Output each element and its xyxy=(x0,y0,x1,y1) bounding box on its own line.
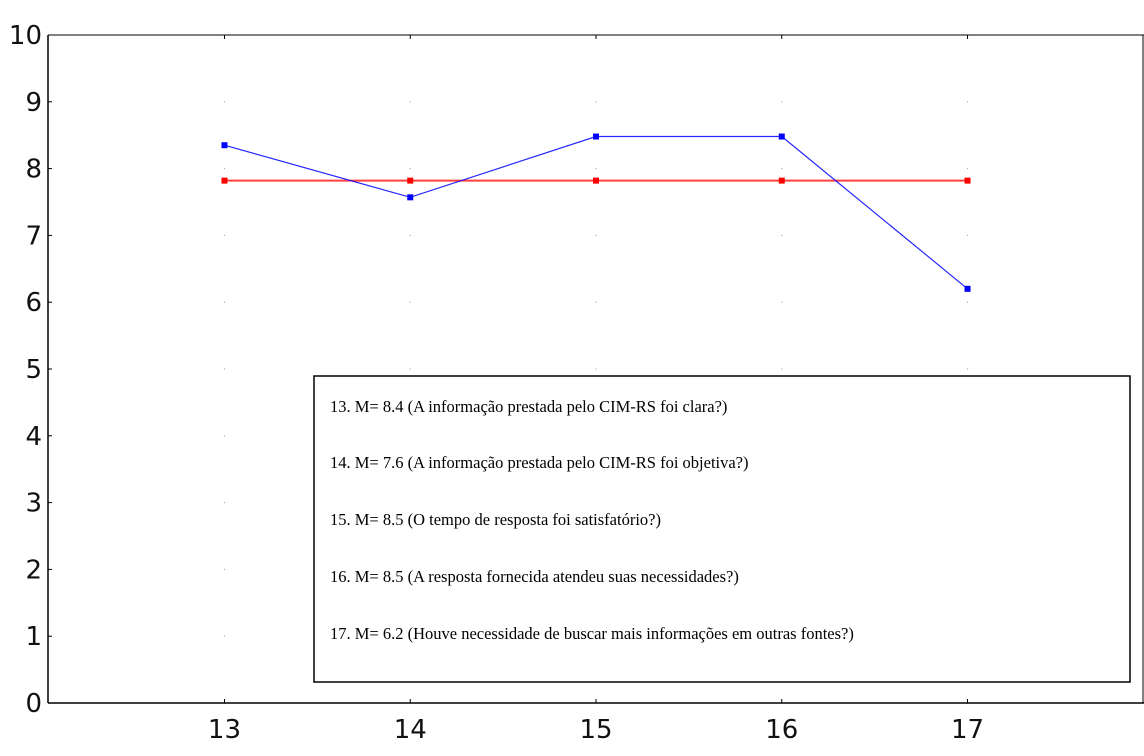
grid-dot xyxy=(223,234,226,236)
y-tick-label: 7 xyxy=(25,221,42,251)
series-line-0 xyxy=(224,135,968,290)
series-1-point xyxy=(407,177,414,184)
grid-dot xyxy=(595,168,597,170)
legend-entry-15: 15. M= 8.5 (O tempo de resposta foi sati… xyxy=(330,510,661,529)
y-tick-label: 8 xyxy=(25,155,42,185)
y-tick-label: 0 xyxy=(25,689,42,719)
grid-dot xyxy=(409,101,411,103)
grid-dot xyxy=(223,101,226,103)
x-tick-label: 14 xyxy=(394,715,427,745)
y-tick-label: 10 xyxy=(9,21,42,51)
grid-dot xyxy=(966,368,969,370)
grid-dot xyxy=(781,301,783,303)
grid-dot xyxy=(223,435,226,437)
x-tick-label: 16 xyxy=(765,715,798,745)
grid-dot xyxy=(409,301,411,303)
grid-dot xyxy=(223,301,226,303)
grid-dot xyxy=(966,168,969,170)
grid-dot xyxy=(223,368,226,370)
series-0-point xyxy=(221,142,228,149)
legend-border xyxy=(313,375,1131,683)
grid-dot xyxy=(595,301,597,303)
series-0-point xyxy=(593,133,599,140)
series-0-point xyxy=(778,133,785,140)
legend-entry-16: 16. M= 8.5 (A resposta fornecida atendeu… xyxy=(330,567,739,586)
y-tick-label: 4 xyxy=(25,422,42,452)
grid-dot xyxy=(966,101,969,103)
ticks-layer: 0 1 2 3 4 5 6 7 8 9 10 13 14 15 16 17 xyxy=(9,21,984,745)
series-1-point xyxy=(593,177,599,184)
x-tick-label: 15 xyxy=(579,715,612,745)
grid-dot xyxy=(781,368,783,370)
grid-dot xyxy=(223,635,226,637)
grid-dot xyxy=(595,368,597,370)
y-tick-label: 5 xyxy=(25,355,42,385)
grid-dot xyxy=(409,234,411,236)
y-tick-label: 9 xyxy=(25,88,42,118)
series-0-point xyxy=(964,285,971,292)
legend-entry-13: 13. M= 8.4 (A informação prestada pelo C… xyxy=(330,397,727,416)
y-tick-label: 3 xyxy=(25,489,42,519)
grid-dot xyxy=(966,301,969,303)
legend-box: 13. M= 8.4 (A informação prestada pelo C… xyxy=(313,375,1131,683)
grid-dot xyxy=(223,168,226,170)
y-tick-label: 1 xyxy=(25,622,42,652)
grid-dot xyxy=(781,101,783,103)
grid-dot xyxy=(781,234,783,236)
series-1-point xyxy=(964,177,971,184)
grid-dot xyxy=(595,234,597,236)
legend-entry-17: 17. M= 6.2 (Houve necessidade de buscar … xyxy=(330,624,854,643)
y-tick-label: 2 xyxy=(25,555,42,585)
series-0-point xyxy=(407,194,414,201)
x-tick-label: 13 xyxy=(208,715,241,745)
grid-dot xyxy=(595,101,597,103)
series-layer xyxy=(221,133,971,292)
x-tick-label: 17 xyxy=(951,715,984,745)
grid-dot xyxy=(409,168,411,170)
grid-dot xyxy=(409,368,411,370)
legend-entry-14: 14. M= 7.6 (A informação prestada pelo C… xyxy=(330,453,749,472)
grid-dot xyxy=(966,234,969,236)
series-1-point xyxy=(221,177,228,184)
grid-dot xyxy=(781,168,783,170)
series-1-point xyxy=(778,177,785,184)
y-tick-label: 6 xyxy=(25,288,42,318)
grid-dot xyxy=(223,568,226,570)
grid-dot xyxy=(223,502,226,504)
